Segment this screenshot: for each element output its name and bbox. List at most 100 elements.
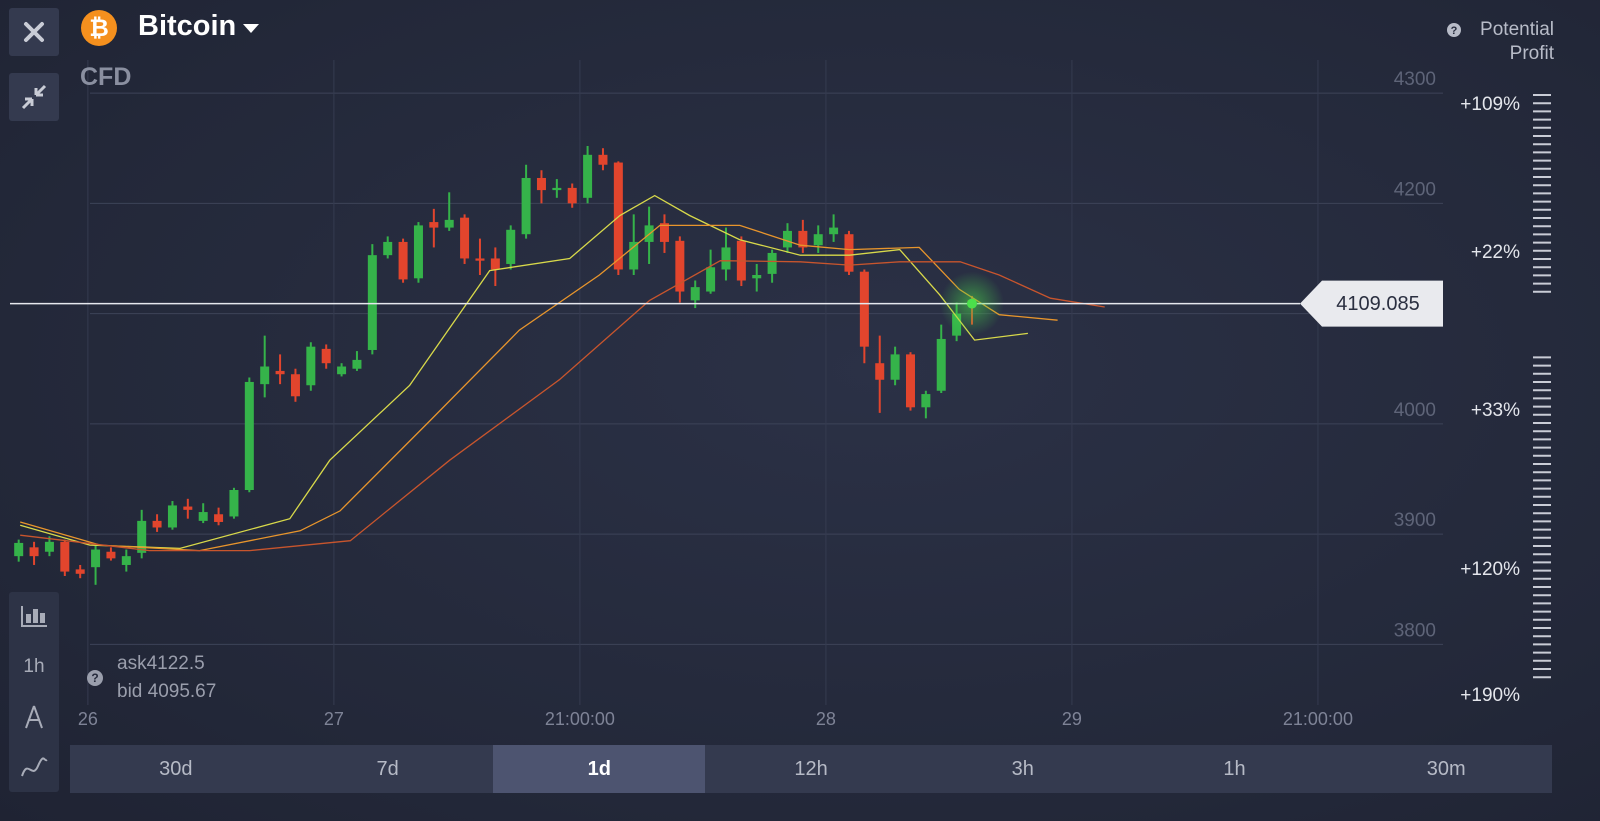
close-button[interactable] [9, 8, 59, 56]
candle-body [413, 225, 423, 279]
asset-type: CFD [80, 63, 132, 91]
bitcoin-icon: ₿ [81, 10, 117, 46]
current-price-dot [966, 298, 977, 309]
candle-body [905, 354, 915, 408]
moving-average-line [20, 224, 1058, 552]
candle-body [629, 241, 639, 270]
moving-average-line [20, 194, 1028, 550]
candle-body [460, 217, 470, 259]
price-label: 4109.085 [1336, 293, 1419, 315]
candle-body [659, 223, 669, 242]
candle-body [367, 255, 377, 350]
profit-level-label: +33% [1471, 400, 1520, 421]
candle-body [829, 227, 839, 235]
candle-body [321, 348, 331, 364]
y-tick-label: 3800 [1394, 620, 1436, 641]
candle-body [813, 234, 823, 246]
y-tick-label: 3900 [1394, 510, 1436, 531]
y-tick-label: 4200 [1394, 179, 1436, 200]
candle-body [706, 267, 716, 292]
candle-body [398, 241, 408, 280]
candle-body [14, 542, 24, 557]
candle-body [152, 520, 162, 528]
candle-body [214, 514, 224, 522]
candle-body [75, 569, 85, 574]
collapse-icon [21, 84, 47, 110]
candle-body [506, 229, 516, 264]
candle-body [121, 556, 131, 565]
candle-body [260, 366, 270, 385]
candle-body [137, 520, 147, 553]
svg-text:?: ? [91, 671, 98, 685]
candle-body [429, 222, 439, 228]
candle-body [752, 275, 762, 279]
profit-level-label: +190% [1460, 685, 1520, 706]
help-icon[interactable]: ? [1446, 22, 1462, 38]
candle-body [60, 541, 70, 572]
candle-body [183, 506, 193, 510]
candle-body [383, 241, 393, 256]
candle-body [444, 219, 454, 228]
candle-body [690, 287, 700, 301]
candle-body [936, 338, 946, 391]
moving-average-line [20, 260, 1105, 552]
candle-body [198, 512, 208, 521]
svg-text:₿: ₿ [89, 14, 109, 42]
candle-body [306, 346, 316, 386]
timeframe-button[interactable]: 1d [493, 745, 706, 793]
timeframe-button[interactable]: 1h [1223, 758, 1246, 780]
candle-body [106, 551, 116, 559]
candle-body [552, 187, 562, 191]
timeframe-button[interactable]: 30d [159, 758, 193, 780]
chart-type-icon[interactable] [20, 604, 48, 628]
candle-body [44, 541, 54, 552]
candle-body [675, 240, 685, 292]
bid-price: bid 4095.67 [117, 681, 217, 702]
candle-body [521, 177, 531, 235]
candle-body [490, 258, 500, 270]
candle-body [782, 230, 792, 248]
profit-level-label: +22% [1471, 242, 1520, 263]
candle-body [875, 363, 885, 380]
candle-body [244, 381, 254, 490]
timeframe-button[interactable]: 30m [1426, 758, 1466, 780]
y-tick-label: 4300 [1394, 69, 1436, 90]
x-tick-label: 21:00:00 [545, 709, 615, 729]
timeframe-bar: 30d 7d 1d 12h 3h 1h 30m [70, 745, 1552, 793]
indicator-icon[interactable] [20, 756, 48, 780]
candle-body [798, 230, 808, 248]
candle-body [859, 271, 869, 347]
asset-title[interactable]: Bitcoin [138, 10, 237, 42]
candle-body [229, 490, 239, 517]
candle-body [583, 154, 593, 198]
potential-profit-label: Potential Profit [1480, 19, 1554, 64]
profit-level-label: +120% [1460, 559, 1520, 580]
candle-body [844, 234, 854, 272]
timeframe-button[interactable]: 12h [794, 758, 828, 780]
close-icon [24, 22, 44, 42]
candle-body [352, 359, 362, 369]
ask-price: ask4122.5 [117, 653, 205, 674]
candle-body [567, 187, 577, 204]
candle-body [890, 354, 900, 380]
candle-body [475, 258, 485, 261]
asset-dropdown-caret[interactable] [243, 24, 259, 33]
y-tick-label: 4000 [1394, 400, 1436, 421]
timeframe-button[interactable]: 7d [376, 758, 399, 780]
x-tick-label: 27 [324, 709, 344, 729]
candle-body [536, 177, 546, 191]
candle-body [337, 366, 347, 375]
x-tick-label: 21:00:00 [1283, 709, 1353, 729]
profit-level-label: +109% [1460, 94, 1520, 115]
collapse-button[interactable] [9, 73, 59, 121]
candle-body [767, 252, 777, 274]
candle-body [290, 374, 300, 397]
timeframe-button[interactable]: 3h [1011, 758, 1034, 780]
quote-help-icon[interactable]: ? [86, 669, 104, 687]
interval-button[interactable]: 1h [23, 656, 45, 677]
drawing-tool-icon[interactable] [22, 704, 46, 730]
candle-body [275, 370, 285, 375]
svg-text:?: ? [1451, 25, 1458, 37]
